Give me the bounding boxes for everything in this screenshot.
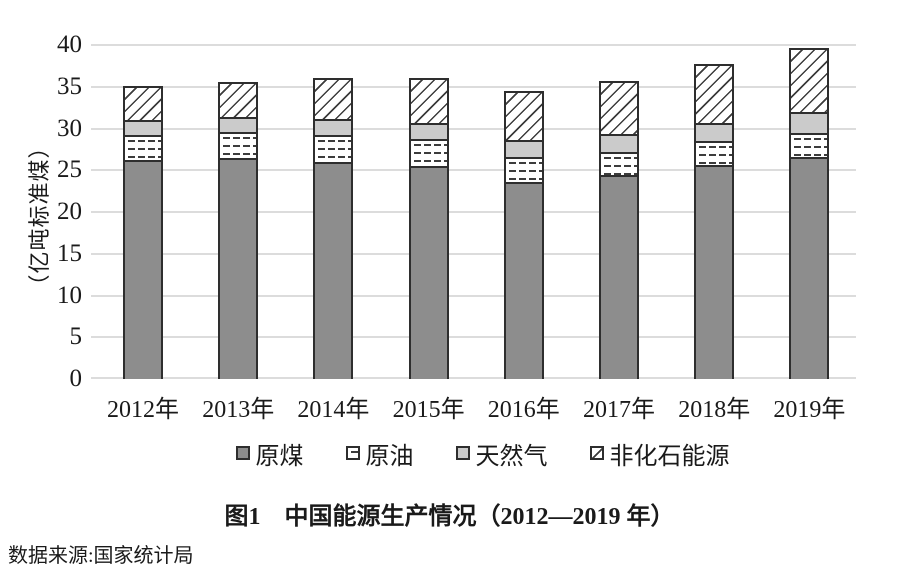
bar-2014年: [313, 77, 354, 379]
bar-segment-coal: [218, 158, 259, 379]
bar-segment-nonfossil: [694, 64, 735, 124]
bar-segment-oil: [123, 134, 163, 161]
bar-segment-coal: [599, 175, 639, 379]
bar-segment-gas: [503, 140, 544, 157]
y-tick-label: 0: [69, 365, 83, 392]
legend-label-gas: 天然气: [475, 443, 548, 470]
bar-segment-coal: [408, 165, 449, 379]
legend-item-coal: 原煤: [235, 436, 304, 471]
bar-segment-oil: [599, 151, 639, 176]
legend-item-gas: 天然气: [455, 436, 548, 471]
bar-segment-nonfossil: [789, 47, 830, 113]
x-axis-labels: 2012年 2013年 2014年 2015年 2016年 2017年 2018年 2019年: [91, 389, 856, 423]
legend-item-nonfossil: 非化石能源: [589, 436, 730, 471]
y-tick-label: 30: [57, 114, 82, 142]
x-tick-label-2018年: 2018年: [678, 397, 751, 423]
gridline-30: [91, 127, 856, 130]
x-tick-label-2019年: 2019年: [773, 397, 846, 423]
bar-segment-gas: [123, 120, 163, 135]
legend-swatch-nonfossil-icon: [589, 446, 604, 460]
y-tick-label: 15: [57, 239, 82, 267]
gridline-15: [91, 252, 856, 255]
x-tick-label-2013年: 2013年: [202, 397, 275, 423]
legend-swatch-coal-icon: [235, 446, 250, 460]
gridline-35: [91, 85, 856, 88]
plot-area: [91, 44, 856, 380]
y-tick-label: 25: [57, 156, 82, 184]
y-tick-label: 40: [57, 31, 82, 58]
bar-segment-nonfossil: [503, 90, 544, 141]
x-tick-label-2016年: 2016年: [487, 397, 560, 423]
y-tick-label: 20: [57, 198, 82, 225]
data-source: 数据来源:国家统计局: [8, 545, 194, 567]
bar-segment-coal: [694, 165, 735, 380]
legend: 原煤 原油 天然气 非化石能源: [0, 436, 899, 471]
bar-2013年: [218, 81, 259, 379]
legend-swatch-oil-icon: [345, 446, 360, 460]
x-tick-label-2012年: 2012年: [107, 397, 179, 423]
bar-segment-gas: [599, 134, 639, 152]
gridline-20: [91, 211, 856, 213]
bar-segment-coal: [123, 160, 163, 379]
bar-segment-gas: [218, 117, 259, 133]
bar-segment-coal: [313, 161, 354, 379]
bar-2015年: [408, 77, 449, 379]
x-tick-label-2014年: 2014年: [297, 397, 370, 423]
y-tick-label: 35: [57, 72, 82, 100]
legend-item-oil: 原油: [345, 436, 414, 471]
bar-segment-gas: [789, 112, 830, 133]
bar-segment-oil: [503, 156, 544, 183]
bar-segment-gas: [313, 119, 354, 136]
bar-segment-nonfossil: [218, 81, 259, 118]
bar-segment-nonfossil: [408, 77, 449, 123]
gridline-10: [91, 294, 856, 297]
bar-segment-gas: [694, 123, 735, 142]
bar-2016年: [503, 90, 544, 379]
legend-label-nonfossil: 非化石能源: [609, 443, 730, 470]
x-tick-label-2015年: 2015年: [392, 397, 465, 423]
bar-segment-oil: [789, 132, 830, 157]
x-tick-label-2017年: 2017年: [583, 397, 655, 423]
bar-segment-oil: [694, 141, 735, 166]
bar-2012年: [123, 85, 163, 379]
y-axis-ticks: 0 5 10 15 20 25 30 35 40: [16, 31, 83, 392]
bar-segment-nonfossil: [123, 85, 163, 121]
bar-2018年: [694, 64, 735, 380]
legend-label-oil: 原油: [365, 443, 414, 470]
bar-2017年: [599, 80, 639, 379]
figure-caption: 图1 中国能源生产情况（2012—2019 年）: [224, 504, 675, 530]
y-tick-label: 5: [69, 323, 83, 351]
bar-segment-gas: [408, 122, 449, 140]
bar-segment-oil: [408, 139, 449, 166]
legend-label-coal: 原煤: [255, 443, 304, 470]
legend-swatch-gas-icon: [455, 446, 470, 460]
y-tick-label: 10: [57, 281, 82, 309]
gridline-40: [91, 44, 856, 46]
gridline-25: [91, 169, 856, 172]
bar-segment-nonfossil: [599, 80, 639, 135]
gridline-5: [91, 336, 856, 339]
bar-segment-coal: [503, 182, 544, 379]
gridline-0: [91, 377, 856, 379]
bar-segment-oil: [313, 135, 354, 162]
bar-segment-nonfossil: [313, 77, 354, 120]
bar-segment-oil: [218, 132, 259, 159]
bar-2019年: [789, 47, 830, 379]
bar-segment-coal: [789, 156, 830, 379]
